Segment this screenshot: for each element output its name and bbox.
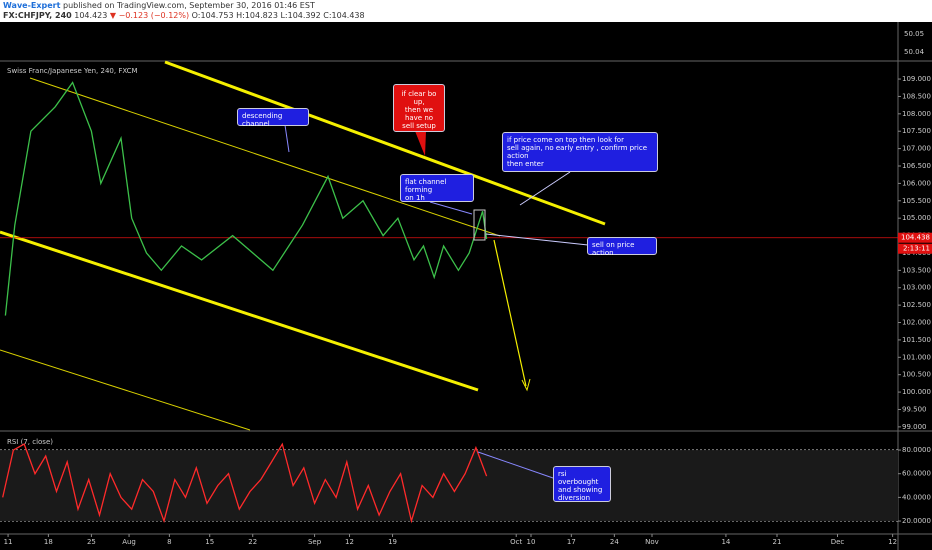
- level-band: [0, 450, 898, 522]
- series-line: [2, 442, 488, 524]
- pointer: [519, 171, 571, 206]
- y-tick-label: 80.0000: [902, 446, 931, 454]
- x-tick-label: 17: [567, 538, 576, 546]
- annotation-line: if price come on top then look for: [507, 136, 624, 144]
- y-tick-label: 40.0000: [902, 493, 931, 501]
- y-tick-label: 107.500: [902, 127, 931, 135]
- x-tick-label: 11: [4, 538, 13, 546]
- y-tick-label: 99.500: [902, 405, 927, 413]
- x-tick-label: 22: [248, 538, 257, 546]
- y-tick-label: 106.000: [902, 179, 931, 187]
- y-tick-label: 103.500: [902, 266, 931, 274]
- symbol: FX:CHFJPY, 240: [3, 11, 72, 20]
- x-tick-label: 10: [527, 538, 536, 546]
- y-tick-label: 105.000: [902, 214, 931, 222]
- x-tick-label: 12: [345, 538, 354, 546]
- pointer: [415, 131, 426, 156]
- y-tick-label: 100.500: [902, 371, 931, 379]
- header-line: Wave-Expert published on TradingView.com…: [3, 1, 315, 11]
- y-tick-label: 100.000: [902, 388, 931, 396]
- x-tick-label: 12: [888, 538, 897, 546]
- price: 104.423: [74, 11, 108, 20]
- arrow-head: [521, 378, 531, 392]
- y-tick-label: 101.000: [902, 353, 931, 361]
- y-tick-label: 102.000: [902, 319, 931, 327]
- x-tick-label: 18: [44, 538, 53, 546]
- rectangle: [473, 209, 486, 241]
- channel-line: [0, 349, 251, 431]
- annotation-line: sell again, no early entry , confirm pri…: [507, 144, 648, 160]
- ohlc: O:104.753 H:104.823 L:104.392 C:104.438: [191, 11, 365, 20]
- y-tick-label: 108.500: [902, 92, 931, 100]
- pointer: [485, 233, 589, 246]
- annotation: if price come on top then look for sell a…: [502, 132, 658, 172]
- series-line: [4, 81, 488, 316]
- top-pane-label: 50.05: [904, 30, 924, 38]
- annotation: rsi overbought and showing diversion: [553, 466, 611, 502]
- y-tick-label: 101.500: [902, 336, 931, 344]
- annotation-line: on 1h: [405, 194, 425, 202]
- y-tick-label: 99.000: [902, 423, 927, 431]
- annotation-line: sell setup: [402, 122, 436, 130]
- x-tick-label: 24: [610, 538, 619, 546]
- x-tick-label: Sep: [308, 538, 322, 546]
- y-tick-label: 107.000: [902, 145, 931, 153]
- y-tick-label: 105.500: [902, 197, 931, 205]
- annotation-line: flat channel forming: [405, 178, 447, 194]
- annotation: sell on price action: [587, 237, 657, 257]
- channel-line: [0, 230, 479, 392]
- annotation-line: and showing: [558, 486, 603, 494]
- x-tick-label: Nov: [645, 538, 659, 546]
- change: ▼ −0.123 (−0.12%): [109, 11, 190, 20]
- y-tick-label: 108.000: [902, 110, 931, 118]
- x-tick-label: 15: [205, 538, 214, 546]
- y-tick-label: 60.0000: [902, 470, 931, 478]
- annotation-line: diversion: [558, 494, 591, 502]
- pointer: [284, 124, 290, 153]
- annotation-line: rsi overbought: [558, 470, 599, 486]
- last-price-box: [898, 232, 932, 243]
- top-pane-label: 50.04: [904, 48, 925, 56]
- annotation-line: if clear bo up,: [401, 90, 437, 106]
- annotation-line: then enter: [507, 160, 544, 168]
- published: published on TradingView.com, September …: [63, 1, 315, 10]
- y-tick-label: 102.500: [902, 301, 931, 309]
- y-tick-label: 20.0000: [902, 517, 931, 525]
- annotation: descending channel: [237, 108, 309, 128]
- y-tick-label: 106.500: [902, 162, 931, 170]
- pointer: [477, 451, 554, 479]
- x-tick-label: 25: [87, 538, 96, 546]
- annotation: flat channel forming on 1h: [400, 174, 474, 202]
- x-tick-label: Aug: [122, 538, 136, 546]
- countdown-box: [898, 243, 932, 254]
- annotation: if clear bo up, then we have no sell setup: [393, 84, 445, 132]
- x-tick-label: 14: [721, 538, 730, 546]
- countdown: 2:13:11: [903, 245, 930, 253]
- x-tick-label: Oct: [510, 538, 522, 546]
- header: Wave-Expert published on TradingView.com…: [0, 0, 932, 22]
- y-tick-label: 109.000: [902, 75, 931, 83]
- pointer: [429, 201, 473, 215]
- channel-line: [29, 77, 501, 237]
- x-tick-label: 8: [167, 538, 171, 546]
- pane-title: Swiss Franc/Japanese Yen, 240, FXCM: [7, 67, 138, 75]
- y-tick-label: 103.000: [902, 284, 931, 292]
- annotation-line: then we have no: [404, 106, 434, 122]
- x-tick-label: 21: [773, 538, 782, 546]
- arrow: [493, 239, 527, 387]
- pane-title: RSI (7, close): [7, 438, 53, 446]
- last-price-label: 104.438: [901, 234, 930, 242]
- header-line: FX:CHFJPY, 240 104.423 ▼ −0.123 (−0.12%)…: [3, 11, 365, 21]
- x-tick-label: Dec: [831, 538, 845, 546]
- x-tick-label: 19: [388, 538, 397, 546]
- author[interactable]: Wave-Expert: [3, 1, 61, 10]
